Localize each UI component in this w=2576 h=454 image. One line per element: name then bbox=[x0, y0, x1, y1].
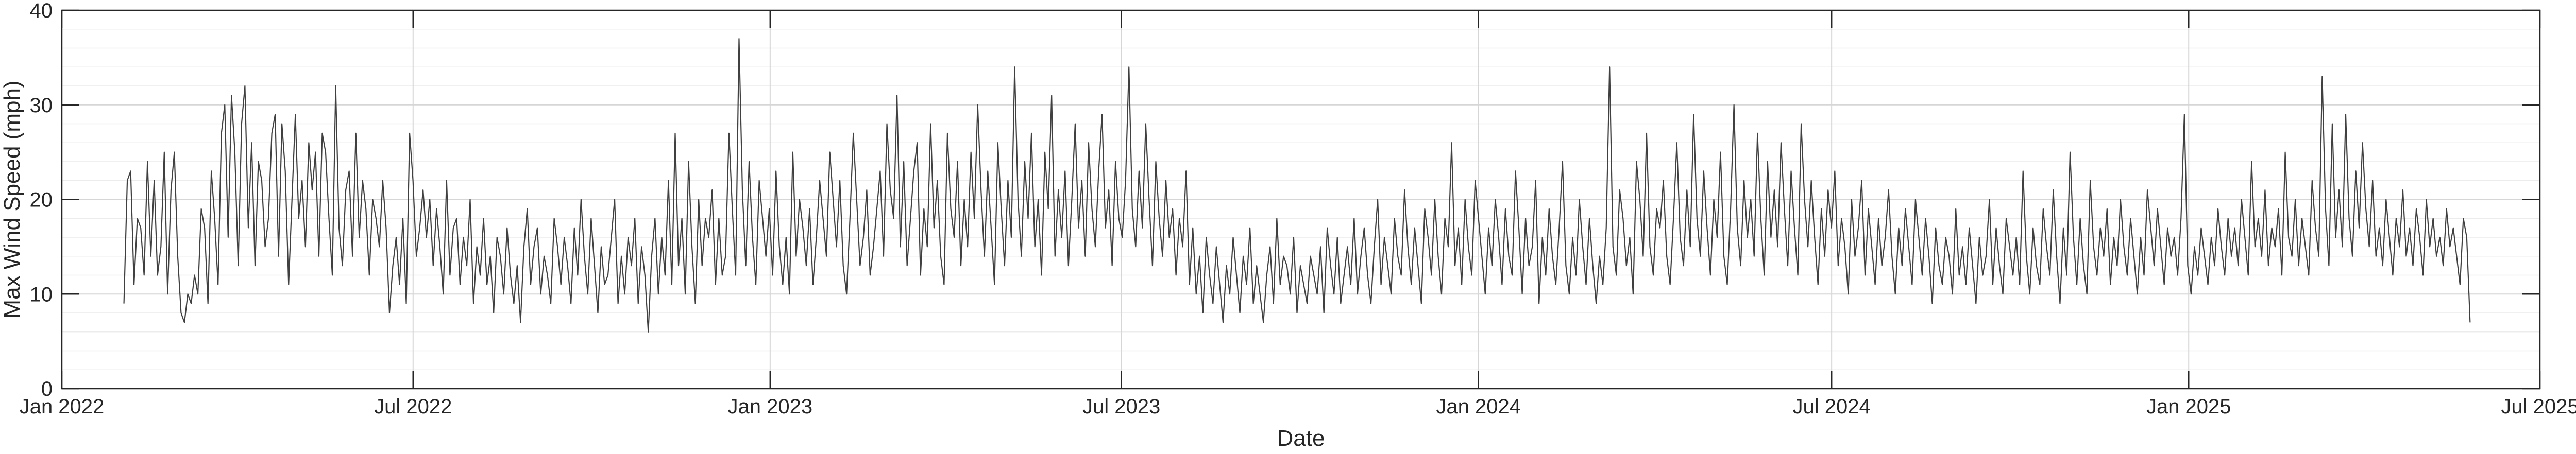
x-tick-label: Jul 2025 bbox=[2501, 395, 2576, 418]
x-tick-label: Jul 2022 bbox=[374, 395, 452, 418]
y-tick-label: 0 bbox=[41, 378, 53, 400]
x-tick-label: Jan 2023 bbox=[728, 395, 813, 418]
y-tick-label: 20 bbox=[30, 189, 53, 212]
axes-box bbox=[61, 9, 2541, 390]
x-tick-label: Jul 2024 bbox=[1793, 395, 1871, 418]
y-tick-label: 40 bbox=[30, 0, 53, 22]
data-series bbox=[123, 38, 2471, 333]
tick-labels: 0 10 20 30 40 Jan 2022 Jul 2022 Jan 2023 Jul 202… bbox=[20, 0, 2576, 418]
plot-area-frame bbox=[61, 9, 2541, 390]
grid bbox=[61, 10, 2540, 389]
series-line bbox=[123, 38, 2471, 333]
y-axis-label: Max Wind Speed (mph) bbox=[0, 80, 25, 318]
x-tick-label: Jan 2024 bbox=[1436, 395, 1521, 418]
y-tick-label: 30 bbox=[30, 94, 53, 117]
x-tick-label: Jul 2023 bbox=[1082, 395, 1160, 418]
y-tick-label: 10 bbox=[30, 283, 53, 306]
x-tick-label: Jan 2022 bbox=[20, 395, 105, 418]
x-axis-label: Date bbox=[1277, 426, 1325, 451]
x-tick-label: Jan 2025 bbox=[2146, 395, 2231, 418]
